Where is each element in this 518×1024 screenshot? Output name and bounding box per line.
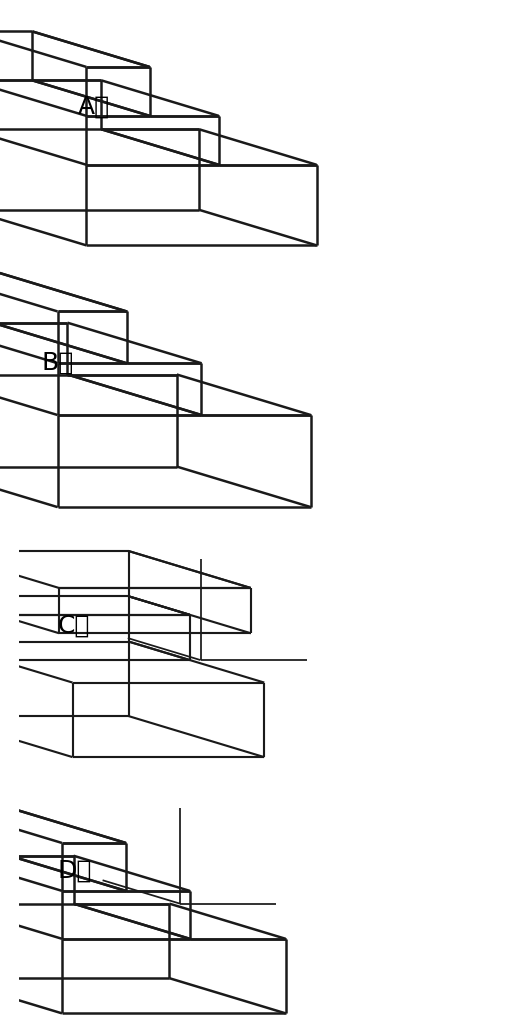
Text: C、: C、 [57,613,90,637]
Text: A、: A、 [78,94,110,118]
Text: B、: B、 [41,350,74,374]
Text: D、: D、 [57,859,92,883]
